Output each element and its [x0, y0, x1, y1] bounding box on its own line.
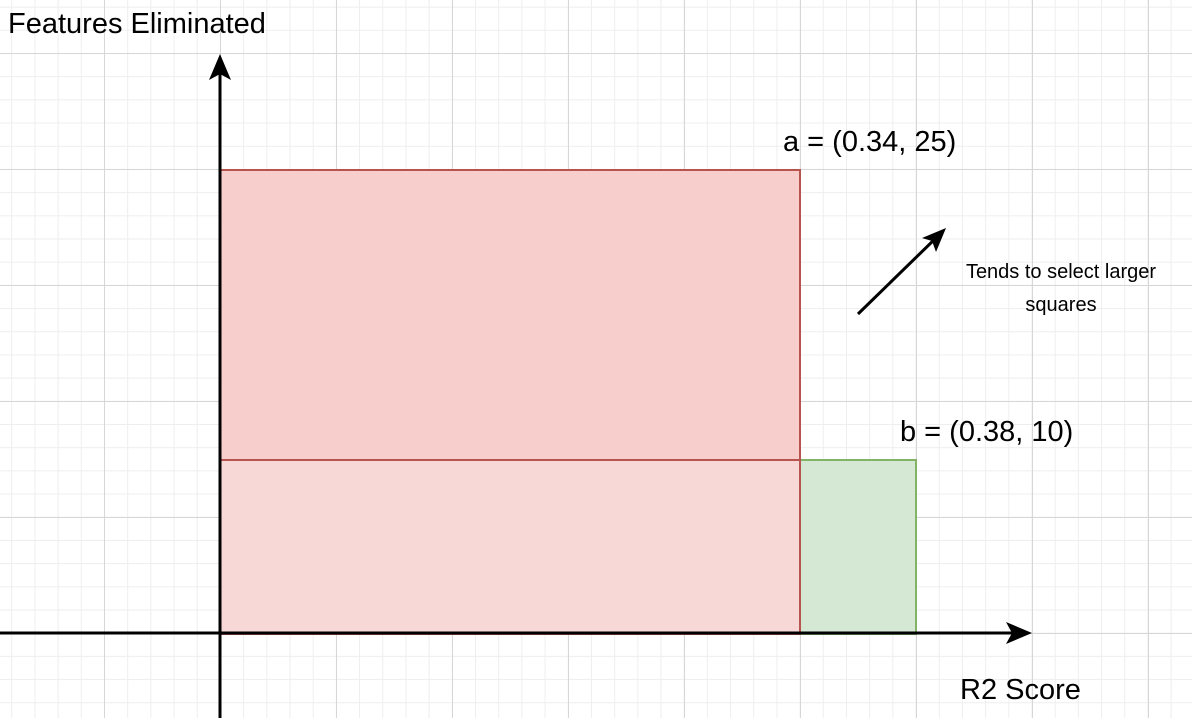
annotation-arrowhead [922, 228, 946, 252]
y-axis-arrowhead [209, 54, 231, 80]
point-a-square-upper [219, 169, 801, 461]
annotation-arrow [856, 234, 940, 316]
y-axis-label: Features Eliminated [8, 8, 266, 40]
annotation-text: Tends to select larger squares [930, 256, 1192, 322]
annotation-line-1: Tends to select larger [965, 261, 1157, 283]
point-b-label: b = (0.38, 10) [900, 416, 1074, 448]
point-a-label: a = (0.34, 25) [783, 126, 957, 158]
x-axis-arrowhead [1006, 622, 1032, 644]
x-axis-label: R2 Score [960, 674, 1081, 706]
annotation-line-2: squares [1025, 294, 1097, 316]
point-a-square-lower [219, 459, 801, 635]
